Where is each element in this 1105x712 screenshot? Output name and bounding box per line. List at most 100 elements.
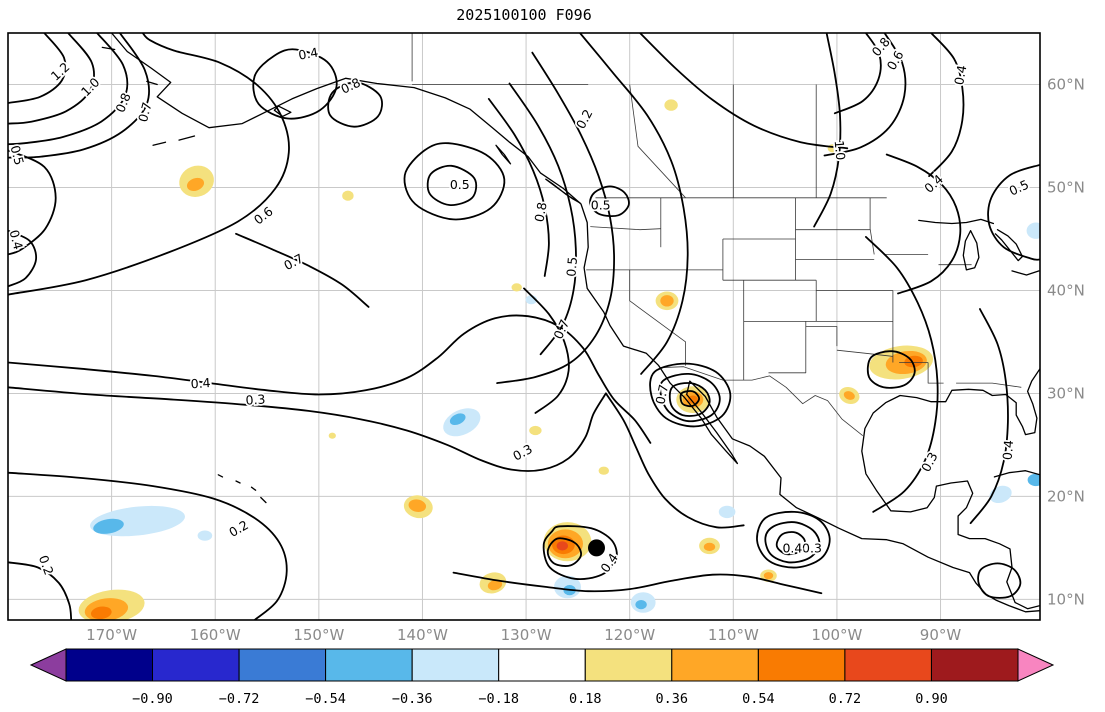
contour-label: 0.2 <box>36 553 57 577</box>
contour-line <box>8 33 129 146</box>
anomaly-patch <box>93 518 124 534</box>
lon-tick-label: 110°W <box>708 626 759 644</box>
contour-label: 1.0 <box>832 140 849 161</box>
contour-line <box>8 149 57 256</box>
contour-line <box>546 537 582 567</box>
contour-label: 0.2 <box>226 517 251 540</box>
lon-tick-label: 160°W <box>190 626 241 644</box>
contour-line <box>833 33 882 115</box>
contour-label: 0.4 <box>6 228 26 251</box>
contour-label: 0.8 <box>338 75 362 97</box>
lon-tick-label: 100°W <box>811 626 862 644</box>
contour-line <box>668 382 711 417</box>
contour-line <box>8 33 150 159</box>
anomaly-patch <box>487 579 503 591</box>
plot-frame <box>7 32 1041 621</box>
contour-lines <box>8 33 1040 620</box>
contour-line <box>885 153 962 295</box>
contour-line <box>426 164 478 206</box>
contour-line <box>775 531 806 556</box>
axis-tick-labels: 170°W 160°W 150°W 140°W 130°W 120°W 110°W 100°W… <box>86 76 1085 645</box>
contour-line <box>866 350 916 389</box>
political-borders <box>411 33 1022 437</box>
colorbar-segment <box>498 648 586 682</box>
anomaly-patch <box>1027 473 1040 487</box>
anomaly-patch <box>449 413 466 426</box>
contour-label: 0.3 <box>245 391 266 407</box>
anomaly-patch <box>328 432 336 439</box>
colorbar-segment <box>325 648 413 682</box>
colorbar-segment <box>757 648 846 682</box>
anomaly-patch <box>556 541 568 551</box>
contour-label: 0.7 <box>135 100 155 123</box>
contour-label: 0.7 <box>652 383 671 406</box>
anomaly-patches <box>78 99 1040 620</box>
contour-line <box>327 81 383 128</box>
anomaly-patch <box>843 391 855 400</box>
anomaly-patch <box>718 505 736 519</box>
contour-line <box>649 362 732 428</box>
colorbar-tick-label: −0.72 <box>219 691 260 707</box>
contour-label: 0.3 <box>802 540 822 555</box>
lat-tick-label: 30°N <box>1047 384 1085 402</box>
contour-line <box>487 98 550 277</box>
anomaly-patch <box>342 190 354 201</box>
anomaly-patch <box>511 283 522 292</box>
contour-label: 1.0 <box>78 75 103 100</box>
contour-line <box>928 33 965 177</box>
colorbar-tick-label: 0.72 <box>829 691 862 707</box>
contour-labels: 1.21.00.8 0.70.50.40.40.80.60.50.50.80.50… <box>6 33 1033 579</box>
colorbar-tick-label: −0.18 <box>478 691 519 707</box>
contour-line <box>8 33 290 296</box>
contour-line <box>605 392 745 529</box>
contour-line <box>813 33 842 228</box>
contour-line <box>8 471 288 620</box>
lat-tick-label: 10°N <box>1047 590 1085 608</box>
contour-label: 0.3 <box>918 450 941 475</box>
lon-tick-label: 120°W <box>604 626 655 644</box>
contour-line <box>823 33 907 157</box>
colorbar-segment <box>152 648 240 682</box>
contour-line <box>589 185 630 218</box>
colorbar-tick-label: −0.36 <box>392 691 433 707</box>
lon-tick-label: 150°W <box>293 626 344 644</box>
contour-line <box>8 561 73 620</box>
contour-line <box>679 390 701 408</box>
contour-line <box>8 314 652 444</box>
anomaly-patch <box>186 177 205 191</box>
anomaly-patch <box>529 425 542 436</box>
anomaly-patch <box>989 485 1012 504</box>
contour-line <box>639 33 849 150</box>
anomaly-patch <box>598 466 609 475</box>
contour-label: 1.2 <box>48 59 73 83</box>
contour-line <box>969 308 1009 525</box>
lat-tick-label: 50°N <box>1047 179 1085 197</box>
contour-line <box>8 33 95 125</box>
grid-lines <box>8 33 1040 620</box>
contour-line <box>452 571 823 595</box>
contour-line <box>8 33 67 104</box>
anomaly-patch <box>90 606 112 620</box>
colorbar-segment <box>411 648 500 682</box>
contour-line <box>8 229 38 288</box>
anomaly-patch <box>635 600 647 610</box>
lon-tick-label: 90°W <box>920 626 962 644</box>
lat-tick-label: 40°N <box>1047 282 1085 300</box>
contour-line <box>542 525 618 581</box>
colorbar: −0.90 −0.72 −0.54 −0.36 −0.18 0.18 0.36 0.54 0.7… <box>29 648 1055 707</box>
contour-label: 0.5 <box>450 177 470 192</box>
anomaly-patch <box>703 542 716 552</box>
contour-line <box>764 521 821 564</box>
figure-title: 2025100100 F096 <box>456 6 592 24</box>
lat-tick-label: 60°N <box>1047 76 1085 94</box>
colorbar-tick-label: 0.90 <box>915 691 948 707</box>
contour-line <box>235 232 370 308</box>
colorbar-tick-label: −0.90 <box>132 691 173 707</box>
colorbar-segment <box>238 648 327 682</box>
anomaly-patch <box>197 530 213 541</box>
contour-label: 0.4 <box>921 171 946 195</box>
colorbar-tick-label: −0.54 <box>305 691 346 707</box>
anomaly-patch <box>408 499 427 512</box>
colorbar-tick-label: 0.54 <box>742 691 775 707</box>
